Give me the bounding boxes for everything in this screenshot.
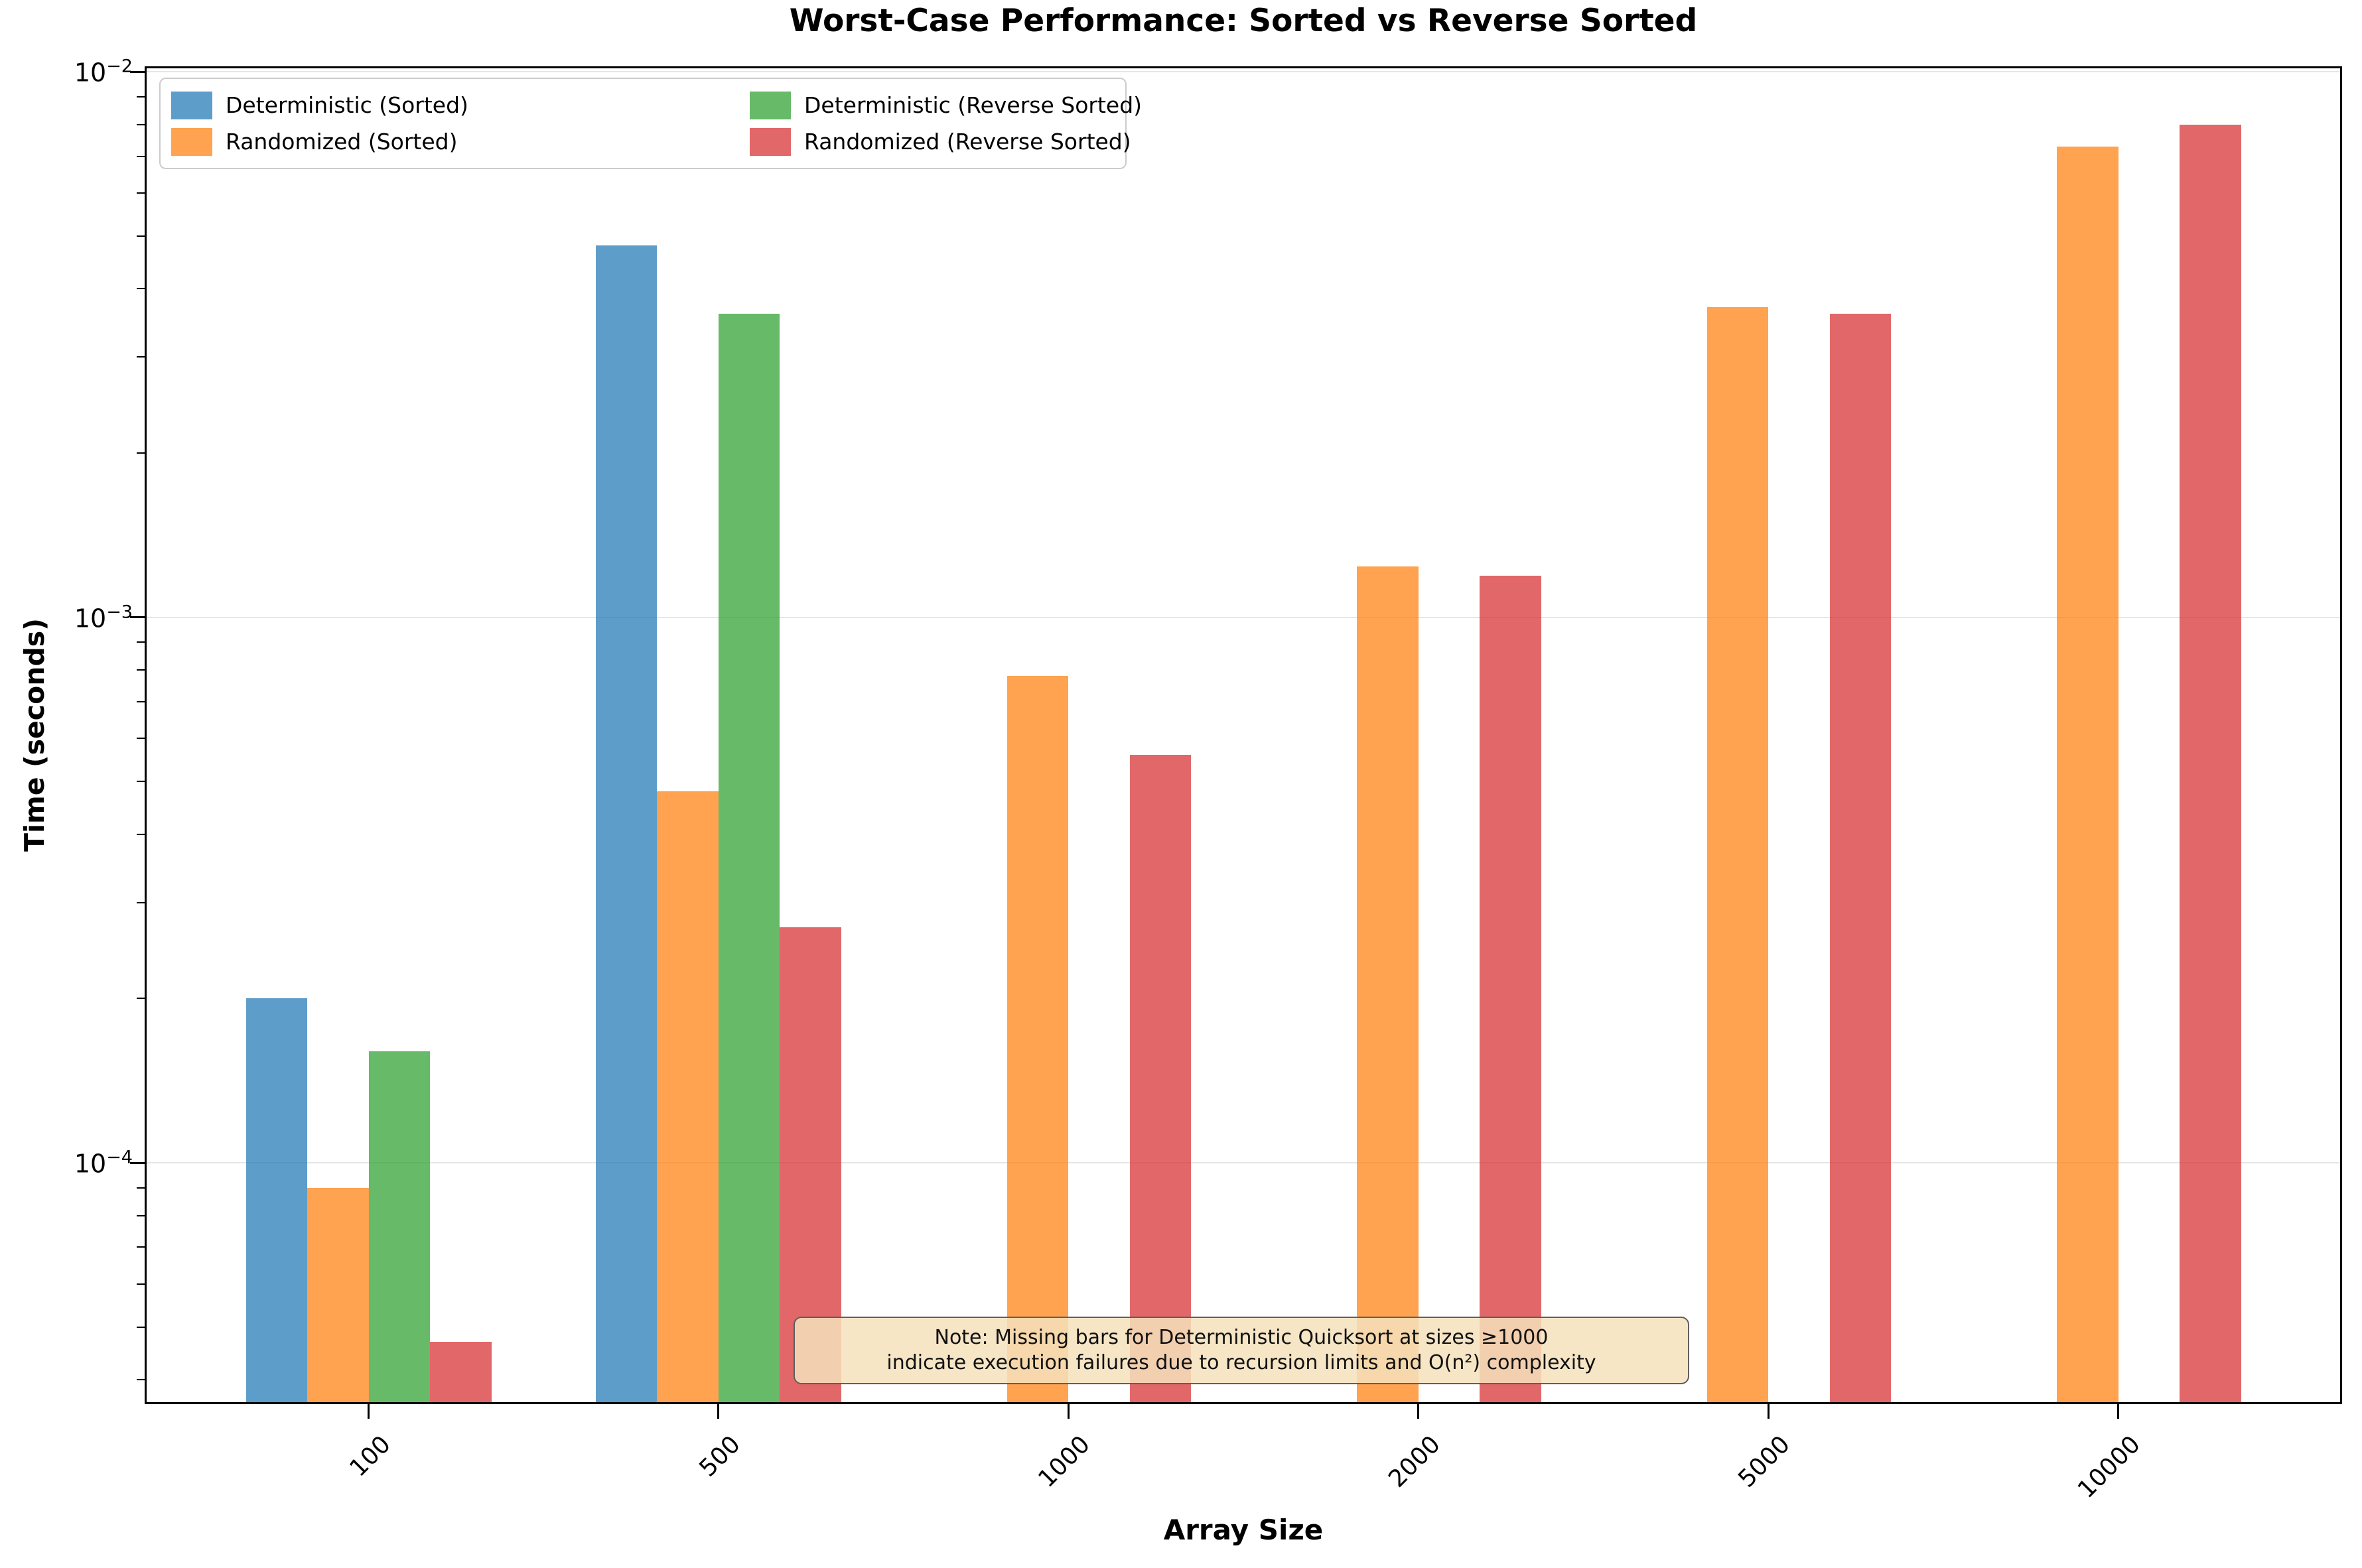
note-annotation: Note: Missing bars for Deterministic Qui… [794,1317,1689,1384]
legend-item: Deterministic (Reverse Sorted) [750,87,1142,123]
bar-randomized-sorted-500 [657,791,719,1404]
x-tick-label-10000: 10000 [2072,1431,2146,1504]
x-tick-label-100: 100 [344,1431,396,1482]
bar-deterministic-sorted-100 [245,998,307,1404]
y-minor-tick [137,998,145,1000]
y-minor-tick [137,738,145,740]
y-minor-tick [137,192,145,194]
y-tick-label: 10−2 [74,56,133,88]
y-minor-tick [137,1187,145,1189]
bar-randomized-sorted-2000 [1357,566,1419,1404]
legend-label: Deterministic (Sorted) [226,92,468,118]
y-gridline [145,1162,2342,1164]
legend-label: Randomized (Sorted) [226,129,458,155]
x-tick-label-1000: 1000 [1033,1431,1096,1493]
legend-item: Deterministic (Sorted) [171,87,750,123]
x-tick [717,1404,720,1419]
legend-label: Randomized (Reverse Sorted) [804,129,1131,155]
y-minor-tick [137,155,145,157]
x-axis-label: Array Size [1163,1514,1324,1546]
legend-swatch-icon [750,127,791,156]
bar-randomized-sorted-10000 [2057,146,2119,1404]
y-minor-tick [137,781,145,783]
y-minor-tick [137,669,145,671]
y-minor-tick [137,96,145,98]
legend-item: Randomized (Sorted) [171,123,750,160]
bar-deterministic-reverse-sorted-500 [718,314,780,1404]
y-minor-tick [137,1283,145,1285]
x-tick [1767,1404,1770,1419]
plot-border [145,66,2342,1404]
y-minor-tick [137,901,145,903]
y-gridline [145,71,2342,73]
y-minor-tick [137,700,145,702]
bar-randomized-reverse-sorted-5000 [1829,314,1892,1404]
legend-swatch-icon [750,91,791,119]
y-minor-tick [137,123,145,125]
y-minor-tick [137,288,145,290]
y-minor-tick [137,235,145,237]
bar-randomized-sorted-1000 [1007,676,1069,1404]
y-tick-label: 10−3 [74,602,133,633]
y-minor-tick [137,1246,145,1248]
bar-randomized-reverse-sorted-100 [430,1341,492,1404]
legend-label: Deterministic (Reverse Sorted) [804,92,1143,118]
chart-title: Worst-Case Performance: Sorted vs Revers… [789,3,1698,39]
y-minor-tick [137,641,145,643]
bar-randomized-reverse-sorted-2000 [1480,576,1541,1404]
y-minor-tick [137,1379,145,1381]
y-axis-label: Time (seconds) [19,618,50,852]
bar-randomized-reverse-sorted-10000 [2180,124,2241,1404]
note-line-2: indicate execution failures due to recur… [886,1351,1596,1374]
legend-swatch-icon [171,127,212,156]
note-line-1: Note: Missing bars for Deterministic Qui… [934,1326,1549,1349]
x-tick [2117,1404,2119,1419]
bar-randomized-reverse-sorted-1000 [1129,754,1192,1404]
x-tick [368,1404,370,1419]
x-tick-label-2000: 2000 [1383,1431,1446,1493]
legend-swatch-icon [171,91,212,119]
y-gridline [145,616,2342,618]
bar-randomized-sorted-5000 [1706,307,1769,1404]
bar-deterministic-reverse-sorted-100 [368,1051,430,1404]
y-major-tick [130,70,145,73]
y-major-tick [130,1161,145,1164]
legend: Deterministic (Sorted) Randomized (Sorted… [159,78,1142,169]
x-tick [1417,1404,1420,1419]
y-tick-label: 10−4 [74,1147,133,1179]
y-major-tick [130,616,145,619]
x-tick [1067,1404,1070,1419]
x-tick-label-5000: 5000 [1733,1431,1796,1493]
y-minor-tick [137,1214,145,1216]
x-tick-label-500: 500 [694,1431,746,1482]
y-minor-tick [137,1326,145,1328]
bar-randomized-sorted-100 [307,1187,369,1404]
bar-deterministic-sorted-500 [595,245,658,1404]
y-minor-tick [137,356,145,358]
y-minor-tick [137,452,145,454]
legend-item: Randomized (Reverse Sorted) [750,123,1142,160]
y-minor-tick [137,833,145,835]
